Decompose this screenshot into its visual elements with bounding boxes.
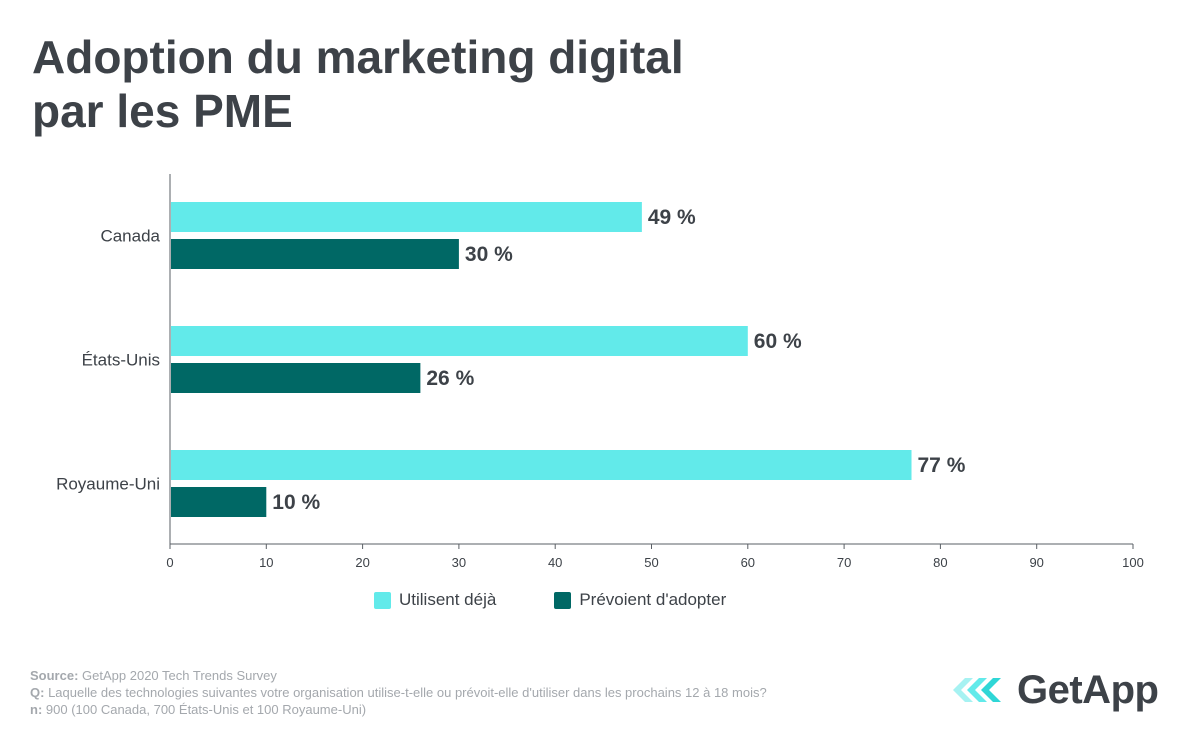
footer-question: Q: Laquelle des technologies suivantes v… (30, 685, 767, 700)
title-line-2: par les PME (32, 85, 293, 137)
bar-data-label: 60 % (754, 330, 802, 353)
bar (171, 487, 267, 517)
legend-item-prevoient: Prévoient d'adopter (554, 590, 726, 610)
bar (171, 326, 748, 356)
bar (171, 363, 421, 393)
getapp-chevron-icon (953, 678, 1001, 702)
legend-swatch-utilisent (374, 591, 391, 609)
x-tick-label: 90 (1029, 555, 1043, 570)
legend-swatch-prevoient (554, 591, 572, 609)
bar (171, 202, 642, 232)
getapp-logo: GetApp (953, 668, 1159, 712)
legend-label-prevoient: Prévoient d'adopter (579, 590, 727, 609)
x-tick-label: 20 (355, 555, 369, 570)
bar-data-label: 10 % (272, 491, 320, 514)
bar-data-label: 30 % (465, 243, 513, 266)
bar (171, 450, 912, 480)
x-tick-label: 100 (1122, 555, 1144, 570)
x-tick-label: 40 (548, 555, 562, 570)
bar-data-label: 26 % (426, 367, 474, 390)
footer-sample: n: 900 (100 Canada, 700 États-Unis et 10… (30, 702, 367, 717)
category-label: Canada (100, 227, 160, 246)
bar-data-label: 49 % (648, 206, 696, 229)
bar-chart: 0 10 20 30 40 50 60 70 80 90 100 Canada 49 % 30 % État… (56, 174, 1144, 570)
category-label: Royaume-Uni (56, 475, 160, 494)
x-tick-label: 0 (166, 555, 173, 570)
logo-text: GetApp (1017, 668, 1159, 712)
chart-title: Adoption du marketing digital par les PM… (32, 30, 684, 138)
x-tick-label: 10 (259, 555, 273, 570)
legend: Utilisent déjà Prévoient d'adopter (374, 590, 726, 610)
x-tick-label: 30 (452, 555, 466, 570)
legend-label-utilisent: Utilisent déjà (399, 590, 497, 609)
x-tick-label: 60 (741, 555, 755, 570)
category-label: États-Unis (82, 351, 160, 370)
x-tick-label: 80 (933, 555, 947, 570)
title-line-1: Adoption du marketing digital (32, 31, 684, 83)
bar-data-label: 77 % (918, 454, 966, 477)
legend-item-utilisent: Utilisent déjà (374, 590, 496, 610)
x-tick-label: 50 (644, 555, 658, 570)
footer-source: Source: GetApp 2020 Tech Trends Survey (30, 668, 277, 683)
bar (171, 239, 459, 269)
footer-notes: Source: GetApp 2020 Tech Trends Survey Q… (30, 667, 767, 718)
x-tick-label: 70 (837, 555, 851, 570)
